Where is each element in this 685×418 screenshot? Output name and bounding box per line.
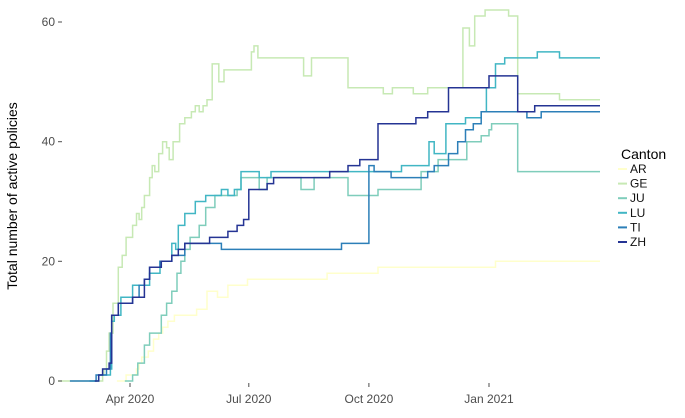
x-tick-label: Jul 2020 bbox=[226, 392, 272, 406]
legend-label-GE: GE bbox=[630, 177, 647, 191]
series-GE-line bbox=[58, 9, 600, 382]
y-tick-label: 0 bbox=[48, 374, 55, 388]
series-JU-line bbox=[124, 122, 600, 382]
legend-item-ZH: ZH bbox=[618, 235, 646, 249]
y-axis-title: Total number of active policies bbox=[4, 102, 20, 290]
x-tick-label: Jan 2021 bbox=[464, 392, 514, 406]
series-AR-line bbox=[116, 260, 600, 382]
legend-label-LU: LU bbox=[630, 206, 645, 220]
legend-label-AR: AR bbox=[630, 162, 647, 176]
series-lines bbox=[58, 9, 600, 382]
legend-item-AR: AR bbox=[618, 162, 647, 176]
x-tick-label: Apr 2020 bbox=[106, 392, 155, 406]
legend-item-GE: GE bbox=[618, 177, 647, 191]
legend-label-ZH: ZH bbox=[630, 235, 646, 249]
x-tick-label: Oct 2020 bbox=[345, 392, 394, 406]
legend-title: Canton bbox=[621, 146, 666, 162]
legend-item-TI: TI bbox=[618, 220, 641, 234]
legend-item-JU: JU bbox=[618, 191, 645, 205]
series-ZH-line bbox=[94, 75, 600, 382]
legend-label-JU: JU bbox=[630, 191, 645, 205]
y-axis: 0 20 40 60 bbox=[42, 15, 62, 388]
y-tick-label: 20 bbox=[42, 254, 56, 268]
x-axis: Apr 2020 Jul 2020 Oct 2020 Jan 2021 bbox=[106, 383, 514, 406]
y-tick-label: 40 bbox=[42, 135, 56, 149]
series-LU-line bbox=[89, 51, 600, 382]
legend-item-LU: LU bbox=[618, 206, 645, 220]
y-tick-label: 60 bbox=[42, 15, 56, 29]
legend-label-TI: TI bbox=[630, 220, 641, 234]
